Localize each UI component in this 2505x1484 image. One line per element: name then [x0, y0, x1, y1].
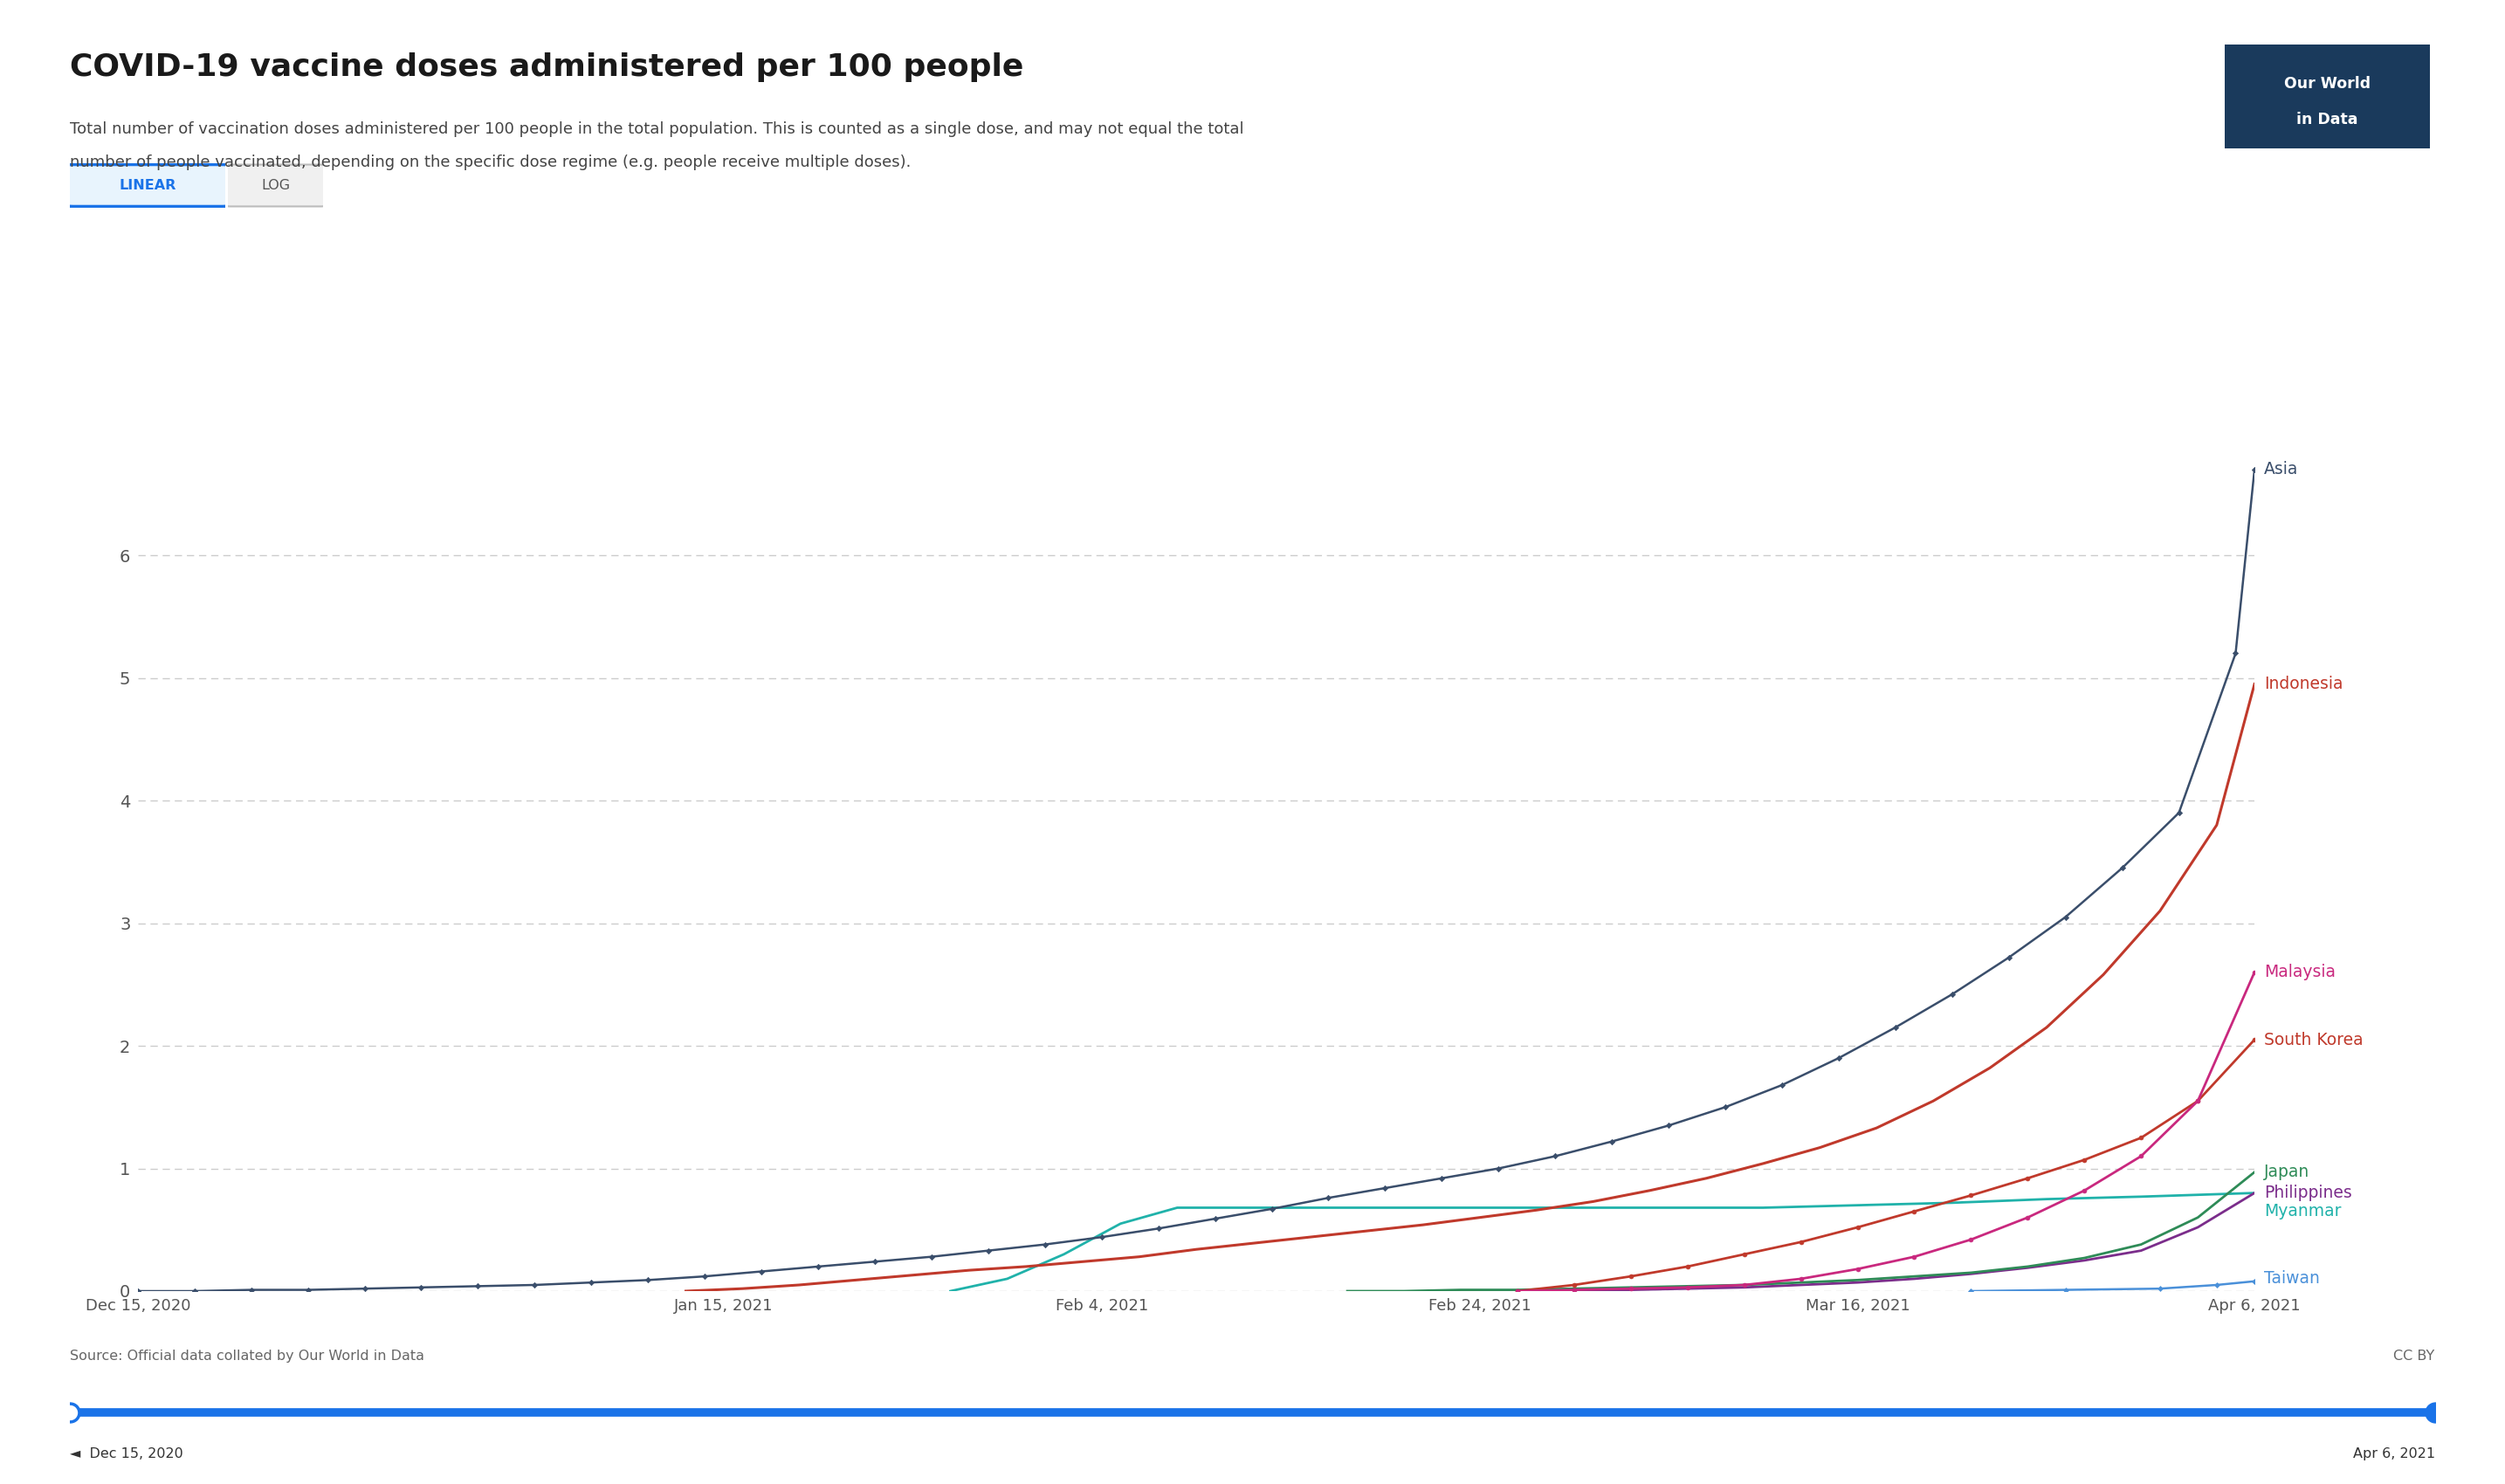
Text: Malaysia: Malaysia [2265, 965, 2335, 981]
FancyBboxPatch shape [225, 165, 326, 206]
Text: Philippines: Philippines [2265, 1184, 2352, 1201]
Text: Indonesia: Indonesia [2265, 675, 2342, 693]
Text: in Data: in Data [2297, 111, 2357, 128]
Text: South Korea: South Korea [2265, 1031, 2362, 1048]
Text: Our World: Our World [2285, 76, 2370, 92]
Text: CC BY: CC BY [2395, 1349, 2435, 1362]
Text: Source: Official data collated by Our World in Data: Source: Official data collated by Our Wo… [70, 1349, 426, 1362]
Text: COVID-19 vaccine doses administered per 100 people: COVID-19 vaccine doses administered per … [70, 52, 1025, 82]
Text: Total number of vaccination doses administered per 100 people in the total popul: Total number of vaccination doses admini… [70, 122, 1245, 138]
Text: LOG: LOG [261, 180, 291, 191]
Text: number of people vaccinated, depending on the specific dose regime (e.g. people : number of people vaccinated, depending o… [70, 154, 912, 171]
Text: ◄  Dec 15, 2020: ◄ Dec 15, 2020 [70, 1447, 183, 1460]
Text: LINEAR: LINEAR [120, 180, 175, 191]
Text: Taiwan: Taiwan [2265, 1270, 2320, 1287]
Text: Myanmar: Myanmar [2265, 1204, 2342, 1220]
Text: Japan: Japan [2265, 1163, 2310, 1180]
Text: Asia: Asia [2265, 462, 2300, 478]
Text: Apr 6, 2021: Apr 6, 2021 [2352, 1447, 2435, 1460]
FancyBboxPatch shape [65, 165, 230, 206]
